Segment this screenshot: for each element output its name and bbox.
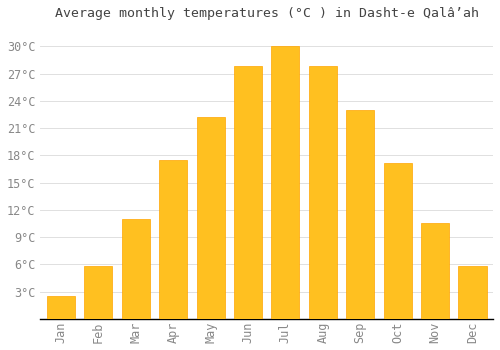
Title: Average monthly temperatures (°C ) in Dasht-e Qalâʼah: Average monthly temperatures (°C ) in Da…	[54, 7, 478, 20]
Bar	[122, 219, 150, 319]
Bar	[272, 46, 299, 319]
Bar	[84, 266, 112, 319]
Bar	[421, 223, 449, 319]
Bar	[346, 110, 374, 319]
Bar	[234, 66, 262, 319]
Bar	[47, 296, 75, 319]
Bar	[458, 266, 486, 319]
Bar	[309, 66, 337, 319]
Bar	[196, 117, 224, 319]
Bar	[384, 162, 411, 319]
Bar	[159, 160, 187, 319]
